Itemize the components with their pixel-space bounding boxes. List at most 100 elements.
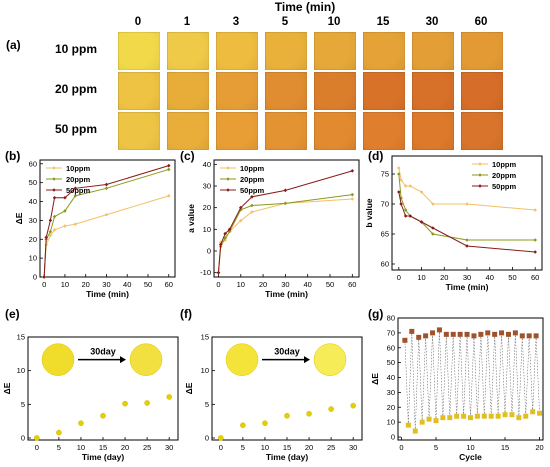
data-point (495, 413, 501, 419)
data-point (426, 416, 432, 422)
x-tick-label: 0 (219, 443, 223, 452)
panel-a-label: (a) (6, 38, 21, 52)
y-tick-label: 20 (203, 203, 211, 212)
cycle-connector (518, 335, 523, 418)
data-point (48, 229, 53, 234)
data-point (419, 220, 424, 224)
panel-e-label: (e) (5, 307, 20, 321)
data-point (433, 418, 439, 424)
y-tick-label: 20 (29, 235, 37, 244)
cycle-connector (452, 334, 457, 417)
color-tile (412, 72, 454, 110)
x-tick-label: 10 (77, 443, 85, 452)
legend-label: 20ppm (240, 175, 265, 184)
data-point (461, 413, 467, 419)
data-point (468, 415, 473, 421)
data-point (63, 224, 67, 228)
cycle-connector (494, 334, 499, 417)
cycle-connector (428, 332, 433, 420)
x-tick-label: 15 (99, 443, 107, 452)
cycle-connector (525, 335, 530, 417)
cycle-connector (442, 334, 447, 418)
color-tile (167, 112, 209, 150)
color-tile (363, 32, 405, 70)
panel-d-label: (d) (368, 149, 383, 163)
legend-label: 50ppm (240, 186, 265, 195)
data-point (430, 330, 436, 336)
x-tick-label: 10 (237, 280, 245, 289)
x-tick-label: 50 (508, 273, 516, 282)
cycle-connector (408, 331, 413, 426)
legend-label: 20ppm (492, 171, 517, 180)
y-tick-label: 5 (21, 400, 25, 409)
x-tick-label: 20 (535, 443, 543, 452)
cycle-connector (490, 334, 495, 417)
y-tick-label: 50 (29, 178, 37, 187)
color-tile (118, 112, 160, 150)
color-tile (461, 32, 503, 70)
data-point (408, 184, 412, 188)
time-header-30: 30 (425, 16, 439, 28)
y-tick-label: 30 (29, 216, 37, 225)
data-point (533, 250, 537, 254)
cycle-connector (439, 329, 444, 418)
color-tile (265, 112, 307, 150)
data-point (166, 163, 171, 168)
x-tick-label: 60 (531, 273, 539, 282)
color-tile (461, 72, 503, 110)
y-tick-label: 40 (387, 373, 395, 382)
data-point (481, 413, 487, 419)
data-point (306, 410, 312, 417)
x-axis-label: Time (day) (82, 452, 125, 462)
data-point (144, 400, 150, 406)
series-line-50ppm (398, 191, 536, 253)
color-tile (265, 72, 307, 110)
data-point (499, 330, 505, 336)
data-point (409, 328, 415, 334)
x-tick-label: 10 (417, 273, 425, 282)
data-point (250, 203, 254, 208)
data-point (464, 331, 470, 337)
data-point (104, 182, 109, 187)
data-point (350, 402, 356, 409)
cycle-connector (528, 335, 533, 412)
cycle-connector (421, 335, 426, 423)
time-header-5: 5 (281, 16, 289, 28)
time-header-0: 0 (134, 16, 142, 28)
cycle-connector (497, 332, 502, 417)
y-axis-label: ΔE (2, 382, 12, 394)
data-point (505, 331, 511, 337)
data-point (399, 202, 403, 206)
y-tick-label: 15 (201, 333, 209, 342)
x-tick-label: 0 (397, 273, 401, 282)
x-tick-label: 40 (486, 273, 494, 282)
data-point (166, 167, 171, 172)
data-point (56, 429, 62, 436)
cycle-connector (415, 337, 419, 432)
data-point (104, 212, 109, 217)
data-point (350, 169, 355, 173)
legend-marker (52, 177, 56, 181)
panel-f-label: (f) (180, 307, 192, 321)
y-tick-label: 65 (381, 230, 389, 239)
x-tick-label: 25 (143, 443, 151, 452)
cycle-connector (459, 334, 464, 417)
cycle-connector (449, 334, 454, 418)
data-point (166, 394, 172, 400)
y-tick-label: 10 (203, 225, 211, 234)
data-point (530, 409, 536, 415)
time-header-60: 60 (474, 16, 488, 28)
data-point (104, 186, 109, 191)
x-tick-label: 30 (102, 280, 110, 289)
y-tick-label: 30 (387, 388, 395, 397)
y-tick-label: -10 (200, 268, 211, 277)
cycle-connector (532, 335, 537, 412)
cycle-connector (425, 335, 430, 420)
color-tile (265, 32, 307, 70)
cycle-connector (411, 331, 416, 432)
y-tick-label: 0 (33, 273, 37, 282)
x-tick-label: 0 (42, 280, 46, 289)
y-tick-label: 15 (17, 333, 25, 342)
y-tick-label: 60 (29, 159, 37, 168)
data-point (436, 327, 442, 333)
